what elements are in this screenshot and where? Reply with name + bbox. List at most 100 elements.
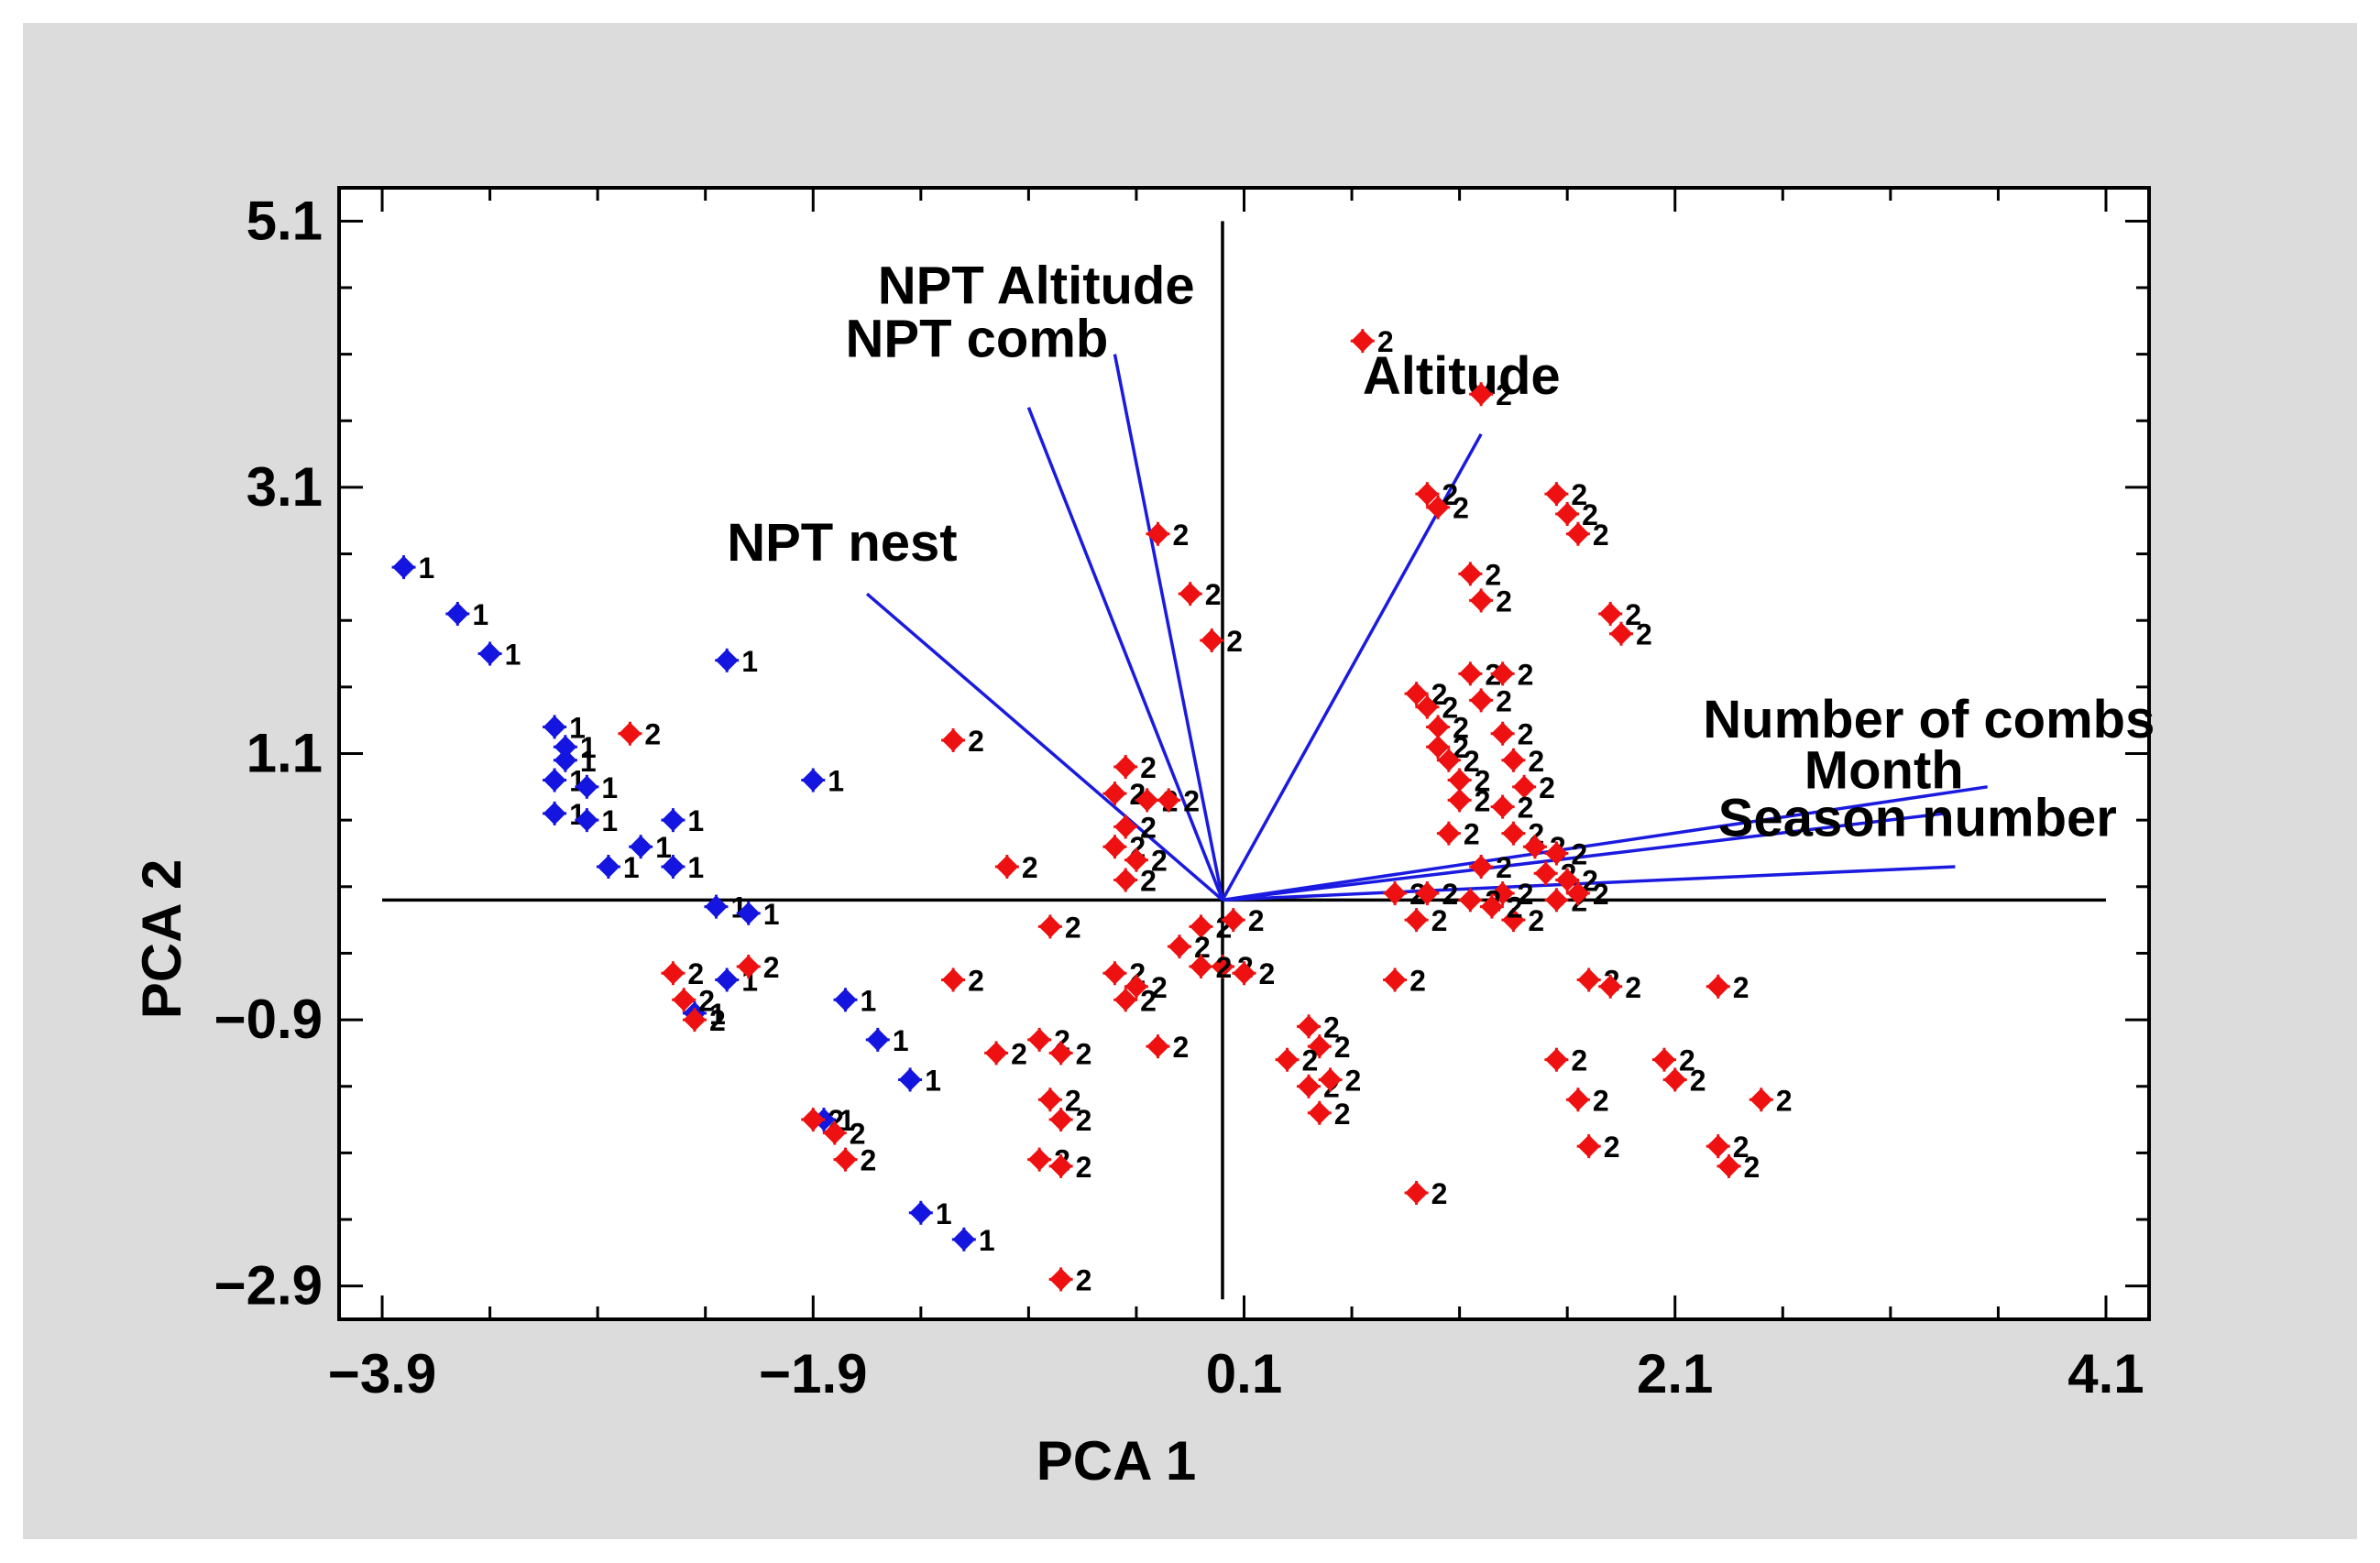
point-label: 2: [1593, 878, 1609, 911]
point-label: 1: [893, 1024, 909, 1057]
point-label: 2: [1076, 1263, 1092, 1296]
point-label: 2: [1151, 845, 1168, 878]
point-label: 2: [1475, 784, 1491, 817]
point-label: 2: [1453, 492, 1469, 525]
point-label: 2: [1248, 904, 1265, 937]
point-label: 2: [1205, 578, 1222, 611]
x-tick-label: 0.1: [1206, 1343, 1282, 1405]
loading-vector-label: Number of combs: [1703, 690, 2155, 749]
point-label: 1: [687, 851, 704, 884]
loading-vector-label: Month: [1804, 740, 1964, 800]
y-tick-label: −0.9: [214, 989, 323, 1050]
point-label: 2: [1528, 745, 1544, 778]
point-label: 2: [1431, 904, 1448, 937]
point-label: 2: [1485, 558, 1501, 591]
point-label: 2: [1453, 731, 1469, 764]
loading-vector-label: Altitude: [1363, 346, 1561, 406]
point-label: 2: [1431, 678, 1448, 711]
loading-vector-label: NPT comb: [846, 310, 1109, 369]
y-tick-label: −2.9: [214, 1255, 323, 1317]
point-label: 1: [601, 804, 618, 837]
point-label: 2: [861, 1144, 877, 1177]
point-label: 2: [1194, 931, 1211, 964]
point-label: 2: [1593, 1084, 1609, 1117]
point-label: 2: [1625, 598, 1641, 631]
point-label: 2: [1140, 811, 1157, 844]
point-label: 2: [1518, 718, 1534, 751]
point-label: 2: [1140, 865, 1157, 898]
point-label: 2: [644, 718, 661, 751]
point-label: 2: [1022, 851, 1038, 884]
x-tick-label: 2.1: [1637, 1343, 1713, 1405]
loading-vector: [1113, 354, 1224, 901]
point-label: 2: [1582, 865, 1598, 898]
point-label: 2: [1323, 1011, 1340, 1044]
point-label: 2: [1442, 878, 1458, 911]
point-label: 2: [1571, 837, 1587, 870]
point-label: 2: [1065, 911, 1081, 944]
point-label: 2: [1183, 784, 1200, 817]
point-label: 2: [1539, 771, 1555, 804]
figure-panel: NPT Altitude NPT comb NPT nest Altitude Numb…: [23, 23, 2357, 1539]
point-label: 2: [1571, 478, 1587, 511]
loading-vector: [1222, 865, 1956, 902]
point-label: 2: [1226, 625, 1243, 658]
point-label: 2: [1076, 1104, 1092, 1137]
point-label: 2: [1334, 1098, 1351, 1131]
point-label: 2: [1140, 751, 1157, 784]
point-label: 2: [763, 951, 780, 984]
point-label: 1: [472, 598, 488, 631]
point-label: 2: [1496, 585, 1512, 618]
x-tick-label: −1.9: [759, 1343, 867, 1405]
point-label: 2: [1496, 851, 1512, 884]
point-label: 2: [1259, 957, 1276, 990]
point-label: 2: [698, 984, 715, 1017]
point-label: 2: [1453, 711, 1469, 744]
point-label: 2: [709, 1004, 726, 1037]
point-label: 1: [861, 984, 877, 1017]
point-label: 2: [1528, 904, 1544, 937]
point-label: 2: [1431, 1177, 1448, 1210]
loading-vector: [865, 592, 1224, 902]
point-label: 1: [419, 552, 435, 585]
point-label: 2: [1507, 891, 1523, 924]
plot-area: [337, 186, 2151, 1321]
point-label: 2: [1377, 325, 1394, 358]
x-tick-label: −3.9: [328, 1343, 436, 1405]
point-label: 1: [580, 745, 597, 778]
point-label: 2: [968, 725, 984, 758]
point-label: 2: [1464, 745, 1480, 778]
point-label: 2: [1518, 658, 1534, 691]
x-axis-title: PCA 1: [1036, 1430, 1197, 1492]
point-label: 2: [1625, 971, 1641, 1004]
y-tick-label: 5.1: [247, 190, 323, 251]
point-label: 1: [936, 1197, 952, 1230]
point-label: 1: [623, 851, 640, 884]
point-label: 2: [1151, 971, 1168, 1004]
point-label: 2: [850, 1118, 866, 1151]
point-label: 2: [1076, 1037, 1092, 1070]
point-label: 2: [1571, 1044, 1587, 1077]
point-label: 2: [1464, 818, 1480, 851]
point-label: 2: [1302, 1044, 1319, 1077]
point-label: 1: [601, 771, 618, 804]
point-label: 2: [1518, 878, 1534, 911]
loading-vector: [1222, 785, 1988, 902]
point-label: 2: [1582, 498, 1598, 531]
point-label: 2: [1409, 965, 1426, 998]
point-label: 2: [1496, 378, 1512, 411]
point-label: 2: [1776, 1084, 1793, 1117]
point-label: 1: [687, 804, 704, 837]
point-label: 2: [1172, 1031, 1189, 1064]
point-label: 1: [979, 1224, 995, 1257]
point-label: 2: [1475, 765, 1491, 798]
point-label: 2: [1733, 1131, 1749, 1164]
point-label: 2: [1744, 1151, 1760, 1184]
point-label: 1: [839, 1104, 855, 1137]
point-label: 1: [741, 645, 758, 678]
point-label: 2: [1334, 1031, 1351, 1064]
loading-vector: [1222, 812, 1945, 902]
point-label: 2: [1011, 1037, 1027, 1070]
y-tick-label: 1.1: [247, 723, 323, 784]
